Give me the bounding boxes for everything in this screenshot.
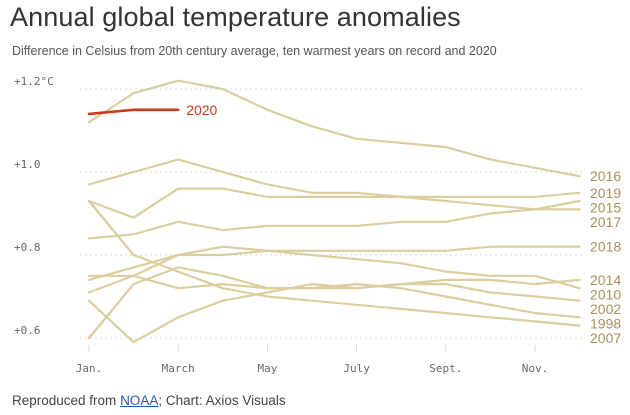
series-label-2016: 2016 — [590, 168, 621, 184]
series-line-2014 — [89, 276, 580, 293]
y-tick-label: +1.0 — [14, 158, 41, 171]
series-label-2020: 2020 — [186, 102, 217, 118]
noaa-source-link[interactable]: NOAA — [120, 393, 158, 408]
series-label-2007: 2007 — [590, 330, 621, 346]
y-tick-label: +0.8 — [14, 241, 41, 254]
series-line-2016 — [89, 81, 580, 177]
source-footer: Reproduced from NOAA; Chart: Axios Visua… — [12, 393, 286, 408]
x-tick-label: March — [162, 362, 195, 375]
series-lines — [89, 81, 580, 342]
series-line-2002 — [89, 284, 580, 342]
y-tick-label: +1.2°C — [14, 75, 54, 88]
y-tick-label: +0.6 — [14, 324, 41, 337]
series-label-2018: 2018 — [590, 239, 621, 255]
x-axis-labels: Jan. March May July Sept. Nov. — [76, 345, 549, 375]
series-line-2020 — [89, 110, 178, 114]
series-line-2017 — [89, 160, 580, 210]
line-chart: +0.6 +0.8 +1.0 +1.2°C Jan. March May July Sept.… — [0, 0, 630, 390]
gridlines — [80, 89, 585, 338]
x-tick-label: Sept. — [429, 362, 462, 375]
x-tick-label: Jan. — [76, 362, 103, 375]
series-label-2017: 2017 — [590, 214, 621, 230]
x-tick-label: July — [343, 362, 370, 375]
footer-prefix: Reproduced from — [12, 393, 120, 408]
x-tick-label: Nov. — [522, 362, 549, 375]
y-axis-labels: +0.6 +0.8 +1.0 +1.2°C — [14, 75, 54, 337]
series-line-2018 — [89, 247, 580, 276]
x-tick-label: May — [257, 362, 277, 375]
footer-suffix: ; Chart: Axios Visuals — [158, 393, 285, 408]
